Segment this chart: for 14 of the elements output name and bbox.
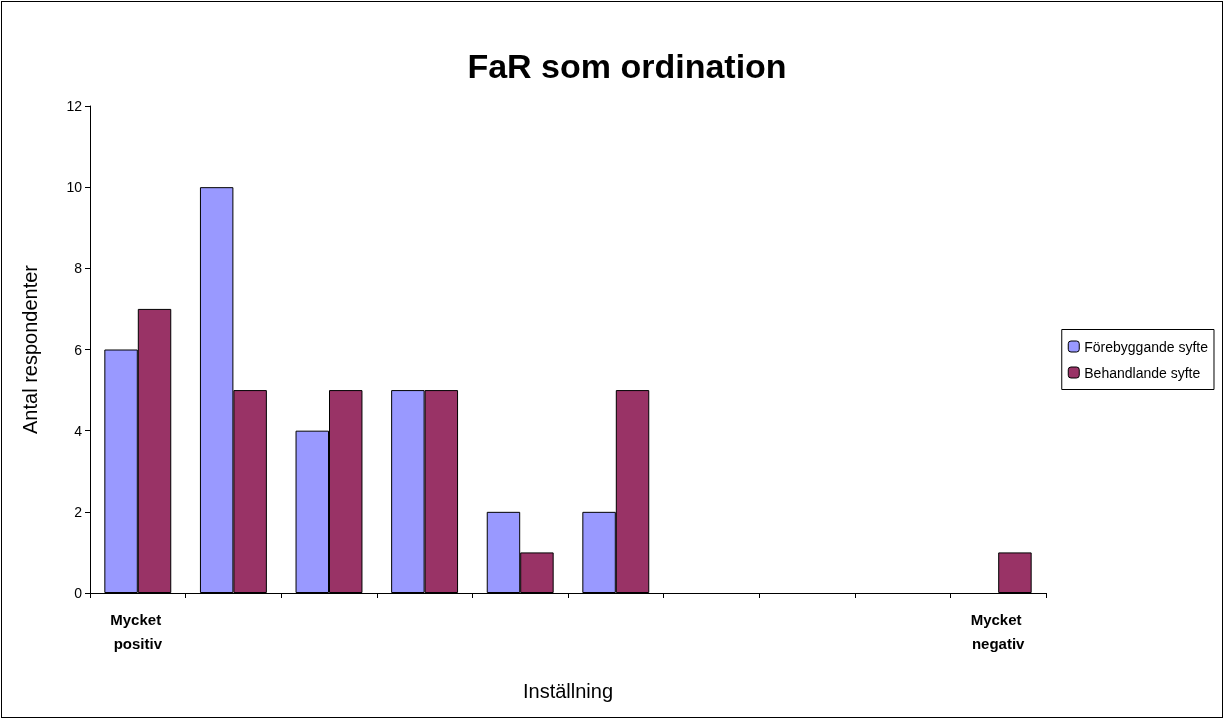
y-tick-label: 6 [74, 341, 83, 358]
y-tick-label: 10 [66, 179, 83, 196]
x-axis-title: Inställning [522, 680, 614, 702]
y-tick-label: 4 [74, 422, 83, 439]
legend-label: Behandlande syfte [1084, 364, 1201, 381]
chart-title: FaR som ordination [467, 47, 787, 85]
y-tick-label: 12 [66, 98, 83, 114]
y-tick-label: 2 [74, 503, 83, 520]
y-tick-label: 8 [74, 260, 83, 277]
x-tick-label: Mycket negativ [970, 610, 1026, 652]
legend-label: Förebyggande syfte [1084, 338, 1209, 355]
y-axis-title: Antal respondenter [19, 264, 41, 435]
x-tick-label: Mycket positiv [110, 610, 166, 652]
y-tick-label: 0 [74, 585, 83, 601]
